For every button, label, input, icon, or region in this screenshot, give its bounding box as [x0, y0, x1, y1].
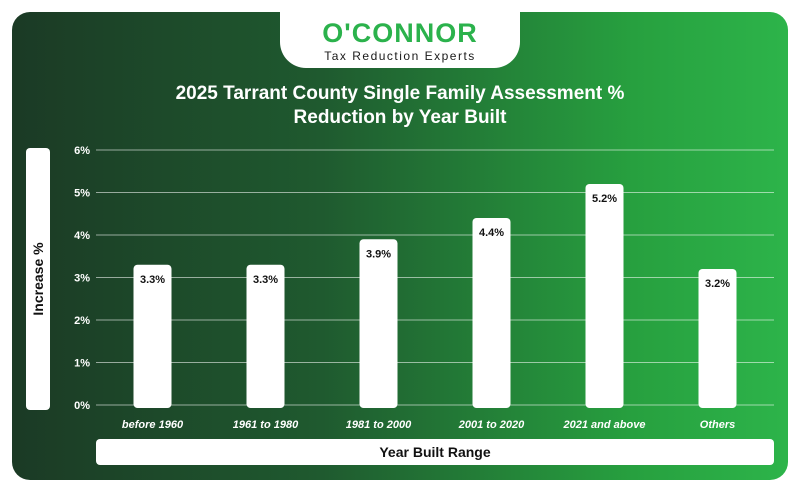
y-tick-label: 4% — [74, 230, 90, 242]
bar-value-label: 5.2% — [592, 193, 617, 205]
x-tick-label: 1981 to 2000 — [346, 419, 412, 431]
y-tick-label: 0% — [74, 400, 90, 412]
y-tick-labels: 0% 1% 2% 3% 4% 5% 6% — [74, 145, 90, 412]
bar — [698, 269, 737, 408]
x-tick-labels: before 1960 1961 to 1980 1981 to 2000 2001 … — [122, 419, 735, 431]
gridlines — [96, 149, 774, 406]
bars: 3.3% 3.3% 3.9% 4.4% 5.2% 3.2% — [133, 184, 737, 408]
y-axis-label-box — [26, 148, 50, 410]
bar — [246, 264, 285, 408]
chart-title-line-1: 2025 Tarrant County Single Family Assess… — [175, 83, 625, 104]
bar-value-label: 3.2% — [705, 278, 730, 290]
y-tick-label: 2% — [74, 315, 90, 327]
x-tick-label: Others — [700, 419, 735, 431]
chart-card: O'CONNOR Tax Reduction Experts 2025 Tarr… — [12, 12, 788, 480]
y-tick-label: 5% — [74, 188, 90, 200]
brand-logo: O'CONNOR — [322, 18, 478, 48]
bar — [472, 218, 511, 408]
x-tick-label: 2001 to 2020 — [458, 419, 525, 431]
bar-value-label: 4.4% — [479, 227, 504, 239]
bar — [133, 264, 172, 408]
brand-tagline: Tax Reduction Experts — [324, 49, 476, 63]
bar-value-label: 3.3% — [253, 274, 278, 286]
y-tick-label: 1% — [74, 358, 90, 370]
x-tick-label: 2021 and above — [563, 419, 646, 431]
bar — [359, 239, 398, 408]
chart-title-line-2: Reduction by Year Built — [293, 107, 507, 128]
bar-value-label: 3.3% — [140, 274, 165, 286]
bar — [585, 184, 624, 408]
chart-title: 2025 Tarrant County Single Family Assess… — [12, 82, 788, 130]
x-axis-label: Year Built Range — [96, 439, 774, 465]
bar-value-label: 3.9% — [366, 248, 391, 260]
bar-chart-plot: 0%1%2%3%4%5%6% 3.3% 3.3%3.9%4.4%5.2%3.2% … — [74, 145, 774, 431]
y-tick-label: 6% — [74, 145, 90, 157]
logo-tab: O'CONNOR Tax Reduction Experts — [280, 12, 520, 68]
y-tick-label: 3% — [74, 273, 90, 285]
x-tick-label: before 1960 — [122, 419, 184, 431]
x-tick-label: 1961 to 1980 — [233, 419, 299, 431]
